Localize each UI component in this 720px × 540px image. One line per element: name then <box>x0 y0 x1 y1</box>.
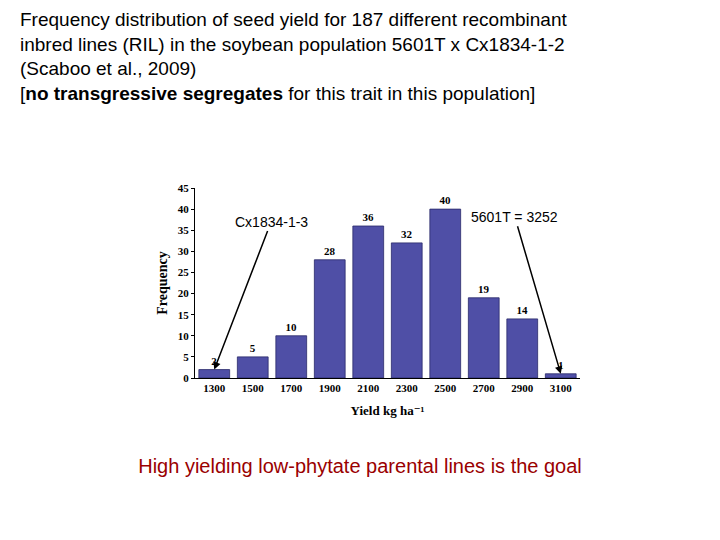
svg-text:Yield kg ha⁻¹: Yield kg ha⁻¹ <box>351 403 425 418</box>
svg-text:Cx1834-1-3: Cx1834-1-3 <box>235 214 308 230</box>
svg-text:35: 35 <box>178 224 190 236</box>
svg-text:40: 40 <box>178 203 190 215</box>
html-text:High yielding low-phytate pare: High yielding low-phytate parental lines… <box>138 455 582 477</box>
svg-text:20: 20 <box>178 287 190 299</box>
svg-text:30: 30 <box>178 245 190 257</box>
svg-text:2: 2 <box>211 355 217 367</box>
svg-text:5601T = 3252: 5601T = 3252 <box>471 209 558 225</box>
svg-text:1300: 1300 <box>203 382 226 394</box>
svg-text:32: 32 <box>401 228 413 240</box>
svg-text:40: 40 <box>440 194 452 206</box>
svg-text:2100: 2100 <box>357 382 380 394</box>
svg-text:5: 5 <box>250 342 256 354</box>
svg-text:45: 45 <box>178 182 190 194</box>
svg-text:1: 1 <box>558 359 564 371</box>
svg-text:2700: 2700 <box>473 382 496 394</box>
svg-text:5: 5 <box>183 351 189 363</box>
svg-text:1900: 1900 <box>319 382 342 394</box>
svg-text:25: 25 <box>178 266 190 278</box>
svg-text:3100: 3100 <box>550 382 573 394</box>
html-text:[no transgressive segregates f: [no transgressive segregates for this tr… <box>20 82 536 104</box>
html-text:Frequency distribution of seed: Frequency distribution of seed yield for… <box>20 9 567 30</box>
svg-text:14: 14 <box>517 304 529 316</box>
svg-text:1500: 1500 <box>242 382 265 394</box>
svg-text:Frequency: Frequency <box>155 251 170 315</box>
svg-text:2900: 2900 <box>511 382 534 394</box>
svg-text:19: 19 <box>478 283 490 295</box>
svg-text:36: 36 <box>363 211 375 223</box>
html-text:inbred lines (RIL) in the soyb: inbred lines (RIL) in the soybean popula… <box>20 33 565 55</box>
svg-text:2300: 2300 <box>396 382 419 394</box>
svg-text:15: 15 <box>178 309 190 321</box>
svg-text:10: 10 <box>286 321 298 333</box>
svg-text:1700: 1700 <box>280 382 303 394</box>
svg-text:28: 28 <box>324 245 336 257</box>
svg-text:0: 0 <box>183 372 189 384</box>
html-text:(Scaboo et al., 2009): (Scaboo et al., 2009) <box>20 58 197 79</box>
svg-text:10: 10 <box>178 330 190 342</box>
svg-text:2500: 2500 <box>434 382 457 394</box>
